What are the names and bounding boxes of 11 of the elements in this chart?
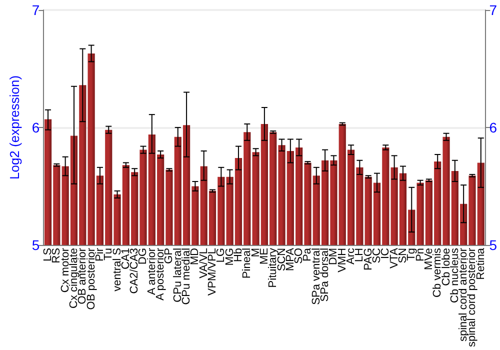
y-axis-title: Log2 (expression) <box>7 75 22 180</box>
y-tick-label: 7 <box>32 2 40 18</box>
y2-tick-label: 7 <box>489 2 498 18</box>
y2-tick-label: 6 <box>489 119 498 136</box>
x-tick-label: Tg <box>406 248 418 261</box>
y2-tick-label: 5 <box>489 236 498 253</box>
x-tick-label: A posterior <box>154 248 167 301</box>
x-tick-label: Retina <box>474 247 487 280</box>
y-tick-label: 6 <box>32 119 40 136</box>
y-tick-label: 5 <box>32 236 40 253</box>
x-tick-label: OB posterior <box>85 248 98 310</box>
